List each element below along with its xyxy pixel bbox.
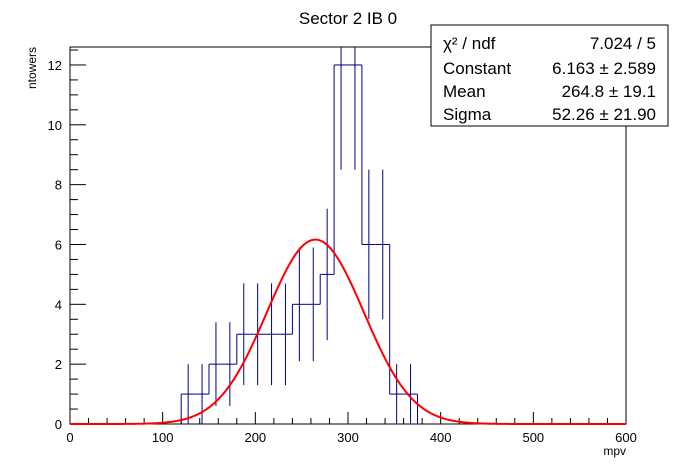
x-tick-label: 0 [66,430,73,445]
y-tick-label: 6 [55,237,62,252]
x-tick-label: 200 [244,430,266,445]
stats-chi2-value: 7.024 / 5 [590,34,656,53]
stats-mean-label: Mean [443,82,486,101]
y-tick-labels: 0 2 4 6 8 10 12 [48,58,62,432]
x-tick-label: 300 [337,430,359,445]
y-tick-label: 2 [55,357,62,372]
stats-sigma-label: Sigma [443,105,492,124]
chart-title: Sector 2 IB 0 [299,9,397,28]
x-tick-labels: 0 100 200 300 400 500 600 [66,430,636,445]
stats-constant-label: Constant [443,59,511,78]
y-tick-label: 0 [55,417,62,432]
stats-box: χ² / ndf 7.024 / 5 Constant 6.163 ± 2.58… [430,24,669,127]
gaussian-fit-curve [70,238,626,425]
stats-sigma-value: 52.26 ± 21.90 [552,105,656,124]
stats-chi2-label: χ² / ndf [443,34,496,53]
y-axis-label: ntowers [25,47,39,89]
stats-constant-value: 6.163 ± 2.589 [552,59,656,78]
x-tick-label: 600 [615,430,637,445]
x-tick-label: 500 [522,430,544,445]
x-axis-label: mpv [603,444,626,458]
stats-mean-value: 264.8 ± 19.1 [562,82,656,101]
stats-box-frame [430,24,669,127]
y-tick-label: 4 [55,297,62,312]
y-tick-label: 12 [48,58,62,73]
x-tick-label: 100 [152,430,174,445]
y-tick-label: 8 [55,178,62,193]
y-tick-label: 10 [48,118,62,133]
x-tick-label: 400 [430,430,452,445]
